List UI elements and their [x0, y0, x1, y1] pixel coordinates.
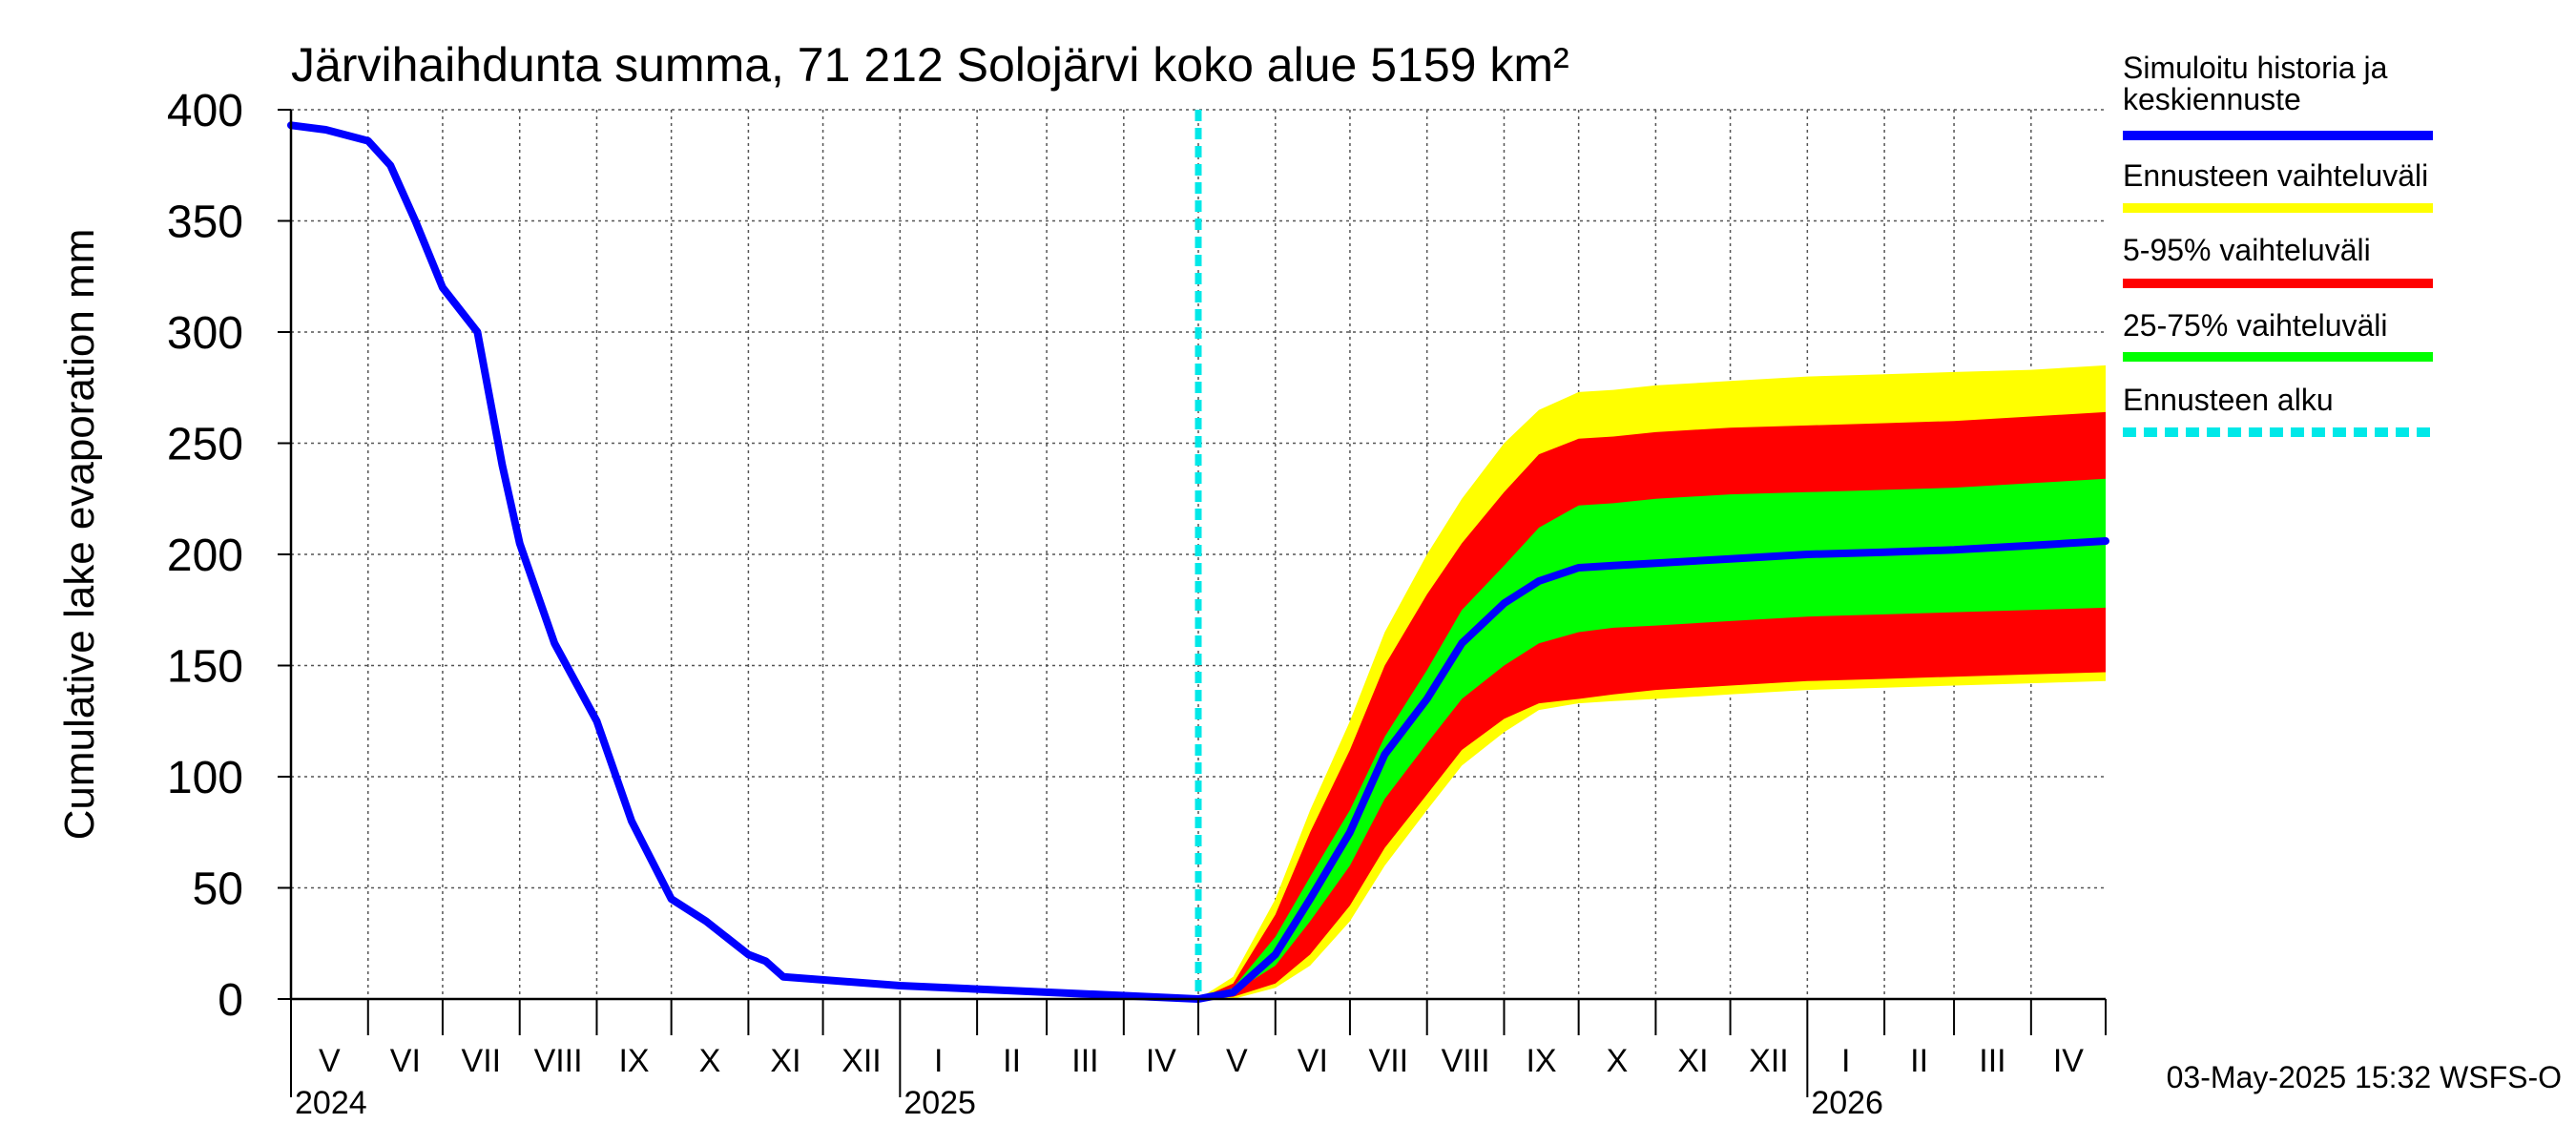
band-area	[1198, 478, 2106, 999]
chart-title: Järvihaihdunta summa, 71 212 Solojärvi k…	[291, 38, 1569, 92]
month-label: IX	[1526, 1043, 1556, 1079]
month-label: VII	[462, 1043, 502, 1079]
forecast-bands	[1198, 364, 2106, 999]
legend-label: Ennusteen alku	[2123, 383, 2334, 417]
y-tick-label: 150	[167, 642, 243, 693]
month-label: XI	[1677, 1043, 1708, 1079]
legend-label: 25-75% vaihteluväli	[2123, 308, 2388, 343]
month-label: X	[699, 1043, 721, 1079]
month-label: VIII	[1442, 1043, 1490, 1079]
month-label: X	[1607, 1043, 1629, 1079]
legend-label: Ennusteen vaihteluväli	[2123, 158, 2428, 193]
month-label: XII	[1749, 1043, 1789, 1079]
month-label: III	[1979, 1043, 2005, 1079]
year-label: 2025	[904, 1085, 976, 1121]
y-tick-label: 0	[218, 975, 243, 1026]
month-label: VI	[1298, 1043, 1328, 1079]
year-label: 2026	[1811, 1085, 1883, 1121]
month-label: XII	[841, 1043, 882, 1079]
month-label: IX	[618, 1043, 649, 1079]
month-label: VII	[1369, 1043, 1409, 1079]
grid-lines	[291, 109, 2106, 999]
y-tick-label: 250	[167, 420, 243, 470]
y-tick-label: 350	[167, 198, 243, 248]
y-axis-ticks: 0 50 100 150 200 250 300 350 400	[167, 86, 291, 1026]
month-label: XI	[770, 1043, 800, 1079]
month-label: IV	[1146, 1043, 1176, 1079]
month-label: III	[1071, 1043, 1098, 1079]
y-tick-label: 50	[193, 864, 243, 915]
month-label: I	[934, 1043, 943, 1079]
x-axis: V VI VII VIII IX X XI XII I II III IV V VI VII VIII IX X X…	[290, 999, 2107, 1121]
y-tick-label: 400	[167, 86, 243, 136]
legend-label: 5-95% vaihteluväli	[2123, 233, 2371, 267]
y-tick-label: 100	[167, 753, 243, 803]
y-axis-label: Cumulative lake evaporation mm	[56, 229, 103, 841]
month-label: II	[1003, 1043, 1021, 1079]
month-label: I	[1841, 1043, 1850, 1079]
month-label: VIII	[534, 1043, 583, 1079]
month-label: V	[1226, 1043, 1248, 1079]
month-label: IV	[2053, 1043, 2084, 1079]
legend-label: Simuloitu historia ja	[2123, 51, 2388, 85]
y-tick-label: 200	[167, 531, 243, 581]
footer-timestamp: 03-May-2025 15:32 WSFS-O	[2167, 1060, 2562, 1094]
year-label: 2024	[295, 1085, 367, 1121]
month-label: II	[1910, 1043, 1928, 1079]
legend-label: keskiennuste	[2123, 82, 2301, 116]
month-label: V	[319, 1043, 341, 1079]
month-label: VI	[390, 1043, 421, 1079]
y-tick-label: 300	[167, 308, 243, 359]
